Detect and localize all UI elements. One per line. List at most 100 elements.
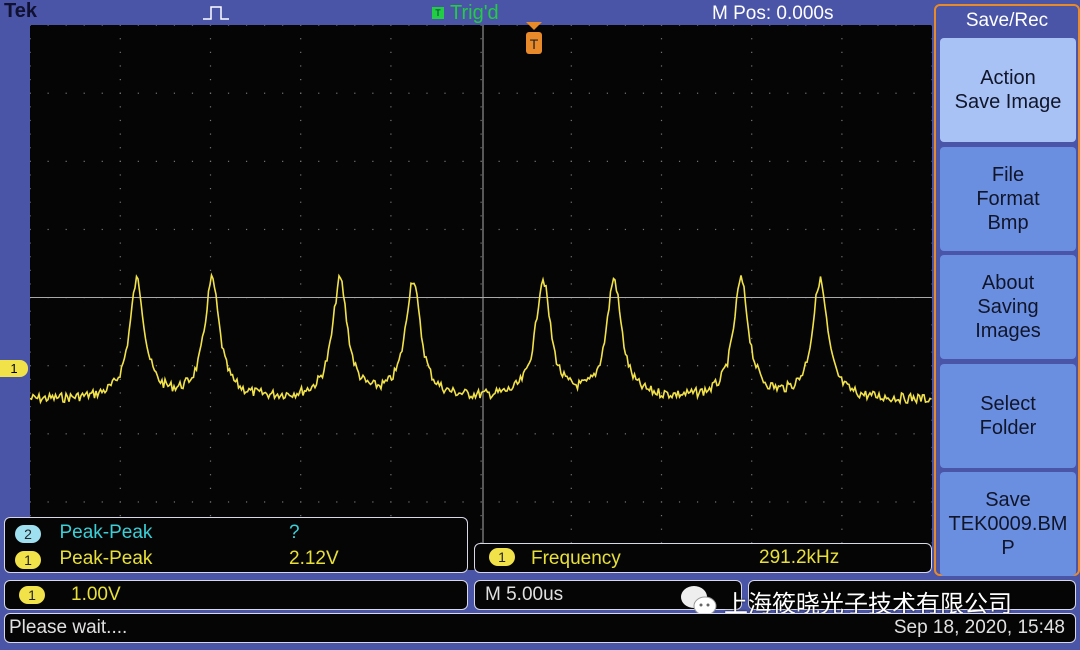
grid-dot bbox=[390, 474, 392, 476]
grid-dot bbox=[209, 446, 212, 449]
side-button-4[interactable]: Select Folder bbox=[940, 363, 1076, 468]
grid-dot bbox=[606, 92, 608, 94]
grid-dot bbox=[769, 433, 771, 435]
grid-dot bbox=[660, 51, 663, 53]
grid-dot bbox=[678, 92, 681, 94]
side-button-2[interactable]: File Format Bmp bbox=[940, 146, 1076, 251]
side-button-3[interactable]: About Saving Images bbox=[940, 255, 1076, 359]
grid-dot bbox=[624, 160, 627, 162]
grid-dot bbox=[787, 160, 789, 162]
grid-dot bbox=[660, 446, 663, 449]
grid-dot bbox=[426, 228, 428, 231]
grid-dot bbox=[696, 92, 699, 94]
measurement-row: 1 Peak-Peak bbox=[15, 548, 152, 570]
grid-dot bbox=[191, 24, 194, 26]
grid-dot bbox=[390, 24, 392, 26]
grid-dot bbox=[841, 51, 843, 53]
grid-dot bbox=[841, 392, 843, 394]
grid-dot bbox=[300, 65, 302, 67]
ch1-ground-marker[interactable]: 1 bbox=[0, 360, 28, 377]
grid-dot bbox=[480, 269, 482, 271]
grid-dot bbox=[606, 160, 608, 162]
grid-dot bbox=[660, 515, 663, 517]
grid-dot bbox=[209, 133, 212, 135]
grid-dot bbox=[390, 79, 392, 81]
grid-dot bbox=[931, 337, 933, 340]
grid-dot bbox=[390, 201, 392, 203]
grid-dot bbox=[390, 446, 392, 449]
grid-dot bbox=[372, 160, 374, 162]
grid-dot bbox=[751, 92, 753, 94]
ch1-badge: 1 bbox=[19, 586, 45, 604]
grid-dot bbox=[570, 201, 572, 203]
grid-dot bbox=[660, 242, 663, 244]
grid-dot bbox=[931, 188, 933, 190]
trigger-readout[interactable] bbox=[748, 580, 1076, 610]
grid-dot bbox=[444, 365, 446, 367]
grid-dot bbox=[805, 160, 807, 162]
grid-dot bbox=[29, 460, 31, 462]
side-button-1[interactable]: Action Save Image bbox=[940, 38, 1076, 142]
grid-dot bbox=[660, 160, 663, 162]
grid-dot bbox=[29, 365, 31, 367]
grid-dot bbox=[101, 24, 103, 26]
ch1-scale-button[interactable]: 1 1.00V bbox=[4, 580, 468, 610]
grid-dot bbox=[751, 365, 753, 367]
grid-dot bbox=[209, 119, 212, 122]
grid-dot bbox=[282, 433, 284, 435]
grid-dot bbox=[462, 24, 464, 26]
grid-dot bbox=[480, 160, 482, 162]
side-button-5[interactable]: Save TEK0009.BM P bbox=[940, 472, 1076, 576]
grid-dot bbox=[444, 160, 446, 162]
grid-dot bbox=[390, 160, 392, 162]
grid-dot bbox=[29, 433, 31, 435]
grid-dot bbox=[300, 215, 302, 217]
grid-dot bbox=[29, 392, 31, 394]
grid-dot bbox=[570, 269, 572, 271]
ch1-volts-per-div: 1.00V bbox=[71, 584, 121, 605]
grid-dot bbox=[841, 269, 843, 271]
grid-dot bbox=[751, 528, 753, 530]
measurement-value: ? bbox=[289, 522, 300, 543]
grid-dot bbox=[516, 24, 518, 26]
grid-dot bbox=[209, 324, 212, 326]
grid-dot bbox=[859, 228, 861, 231]
wechat-icon bbox=[681, 586, 717, 616]
grid-dot bbox=[390, 365, 392, 367]
grid-dot bbox=[841, 106, 843, 108]
grid-dot bbox=[480, 501, 482, 503]
grid-dot bbox=[570, 419, 572, 421]
grid-dot bbox=[678, 160, 681, 162]
grid-dot bbox=[769, 228, 771, 231]
grid-dot bbox=[606, 228, 608, 231]
grid-dot bbox=[678, 501, 681, 503]
grid-dot bbox=[751, 147, 753, 149]
trigger-position-marker-icon[interactable]: T bbox=[523, 22, 545, 56]
grid-dot bbox=[931, 378, 933, 380]
grid-dot bbox=[264, 160, 266, 162]
grid-dot bbox=[119, 215, 121, 217]
grid-dot bbox=[390, 188, 392, 190]
grid-dot bbox=[390, 38, 392, 40]
save-recall-menu: Save/Rec Action Save Image File Format Bmp Ab… bbox=[934, 4, 1080, 576]
grid-dot bbox=[913, 160, 915, 162]
grid-dot bbox=[678, 433, 681, 435]
grid-dot bbox=[624, 501, 627, 503]
grid-dot bbox=[570, 79, 572, 81]
grid-dot bbox=[570, 515, 572, 517]
grid-dot bbox=[642, 365, 645, 367]
grid-dot bbox=[931, 474, 933, 476]
trigger-status-text: Trig'd bbox=[450, 2, 499, 24]
grid-dot bbox=[931, 351, 933, 353]
side-button-label: P bbox=[1001, 537, 1015, 559]
grid-dot bbox=[300, 474, 302, 476]
grid-dot bbox=[516, 365, 518, 367]
grid-dot bbox=[47, 433, 49, 435]
grid-dot bbox=[245, 228, 248, 231]
grid-dot bbox=[660, 474, 663, 476]
grid-dot bbox=[877, 228, 879, 231]
grid-dot bbox=[733, 501, 735, 503]
grid-dot bbox=[119, 365, 121, 367]
grid-dot bbox=[300, 174, 302, 176]
grid-dot bbox=[209, 310, 212, 312]
